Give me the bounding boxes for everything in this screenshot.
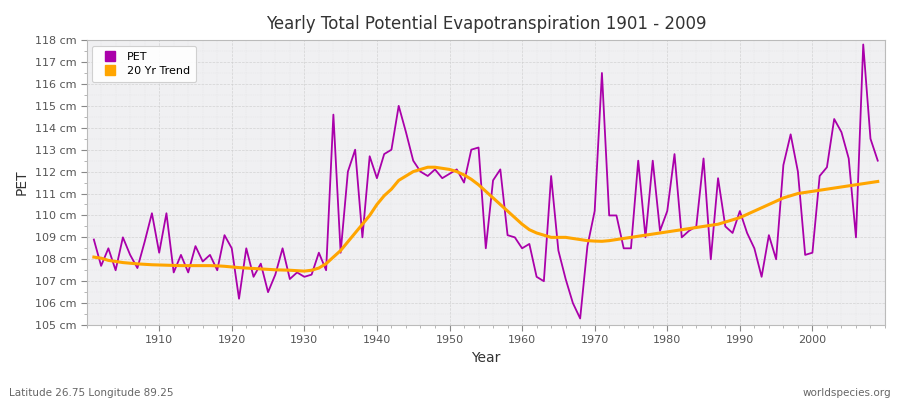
X-axis label: Year: Year (471, 351, 500, 365)
Text: worldspecies.org: worldspecies.org (803, 388, 891, 398)
Y-axis label: PET: PET (15, 170, 29, 195)
Text: Latitude 26.75 Longitude 89.25: Latitude 26.75 Longitude 89.25 (9, 388, 174, 398)
Title: Yearly Total Potential Evapotranspiration 1901 - 2009: Yearly Total Potential Evapotranspiratio… (266, 15, 706, 33)
Legend: PET, 20 Yr Trend: PET, 20 Yr Trend (92, 46, 196, 82)
